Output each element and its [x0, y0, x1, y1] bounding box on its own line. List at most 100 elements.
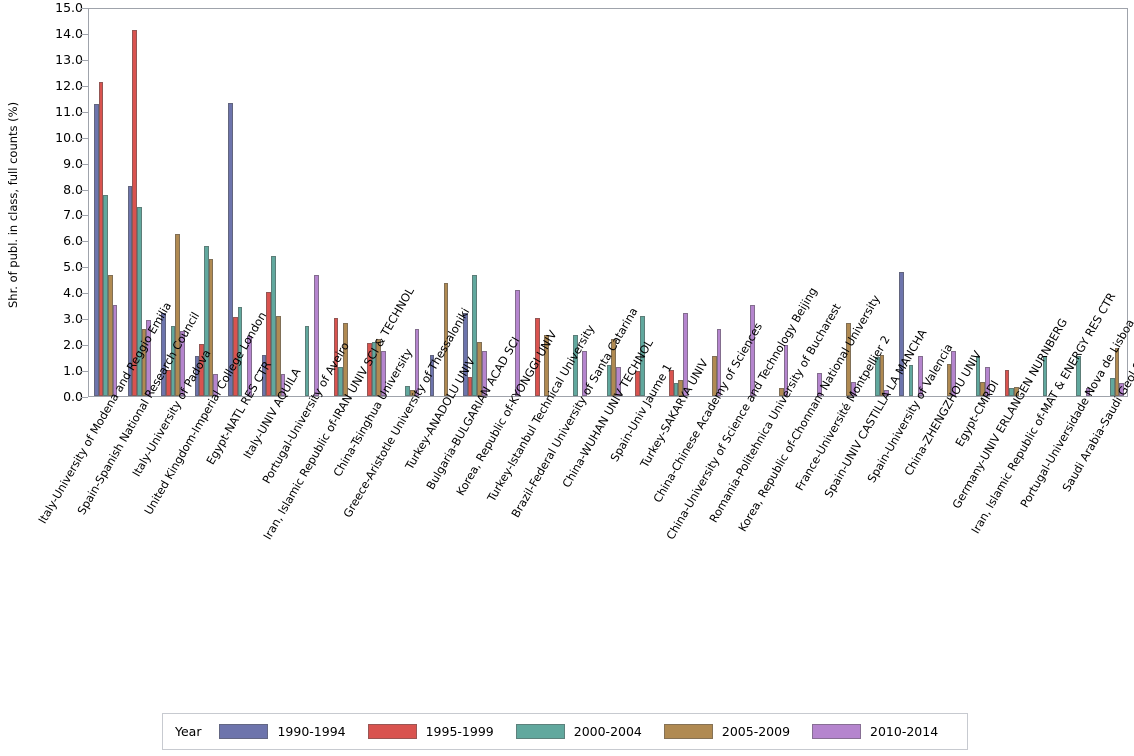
bar-group — [698, 9, 722, 396]
bar — [573, 335, 578, 396]
bar — [582, 350, 588, 396]
bar — [103, 195, 109, 396]
bar — [271, 255, 276, 396]
legend-label: 2000-2004 — [573, 724, 642, 739]
bar — [1042, 355, 1048, 396]
bar — [371, 341, 377, 396]
bar — [908, 364, 914, 396]
bar — [376, 338, 382, 396]
bar — [534, 318, 540, 396]
bar — [410, 389, 415, 396]
bar — [1119, 383, 1124, 396]
y-axis-tick-label: 1.0 — [63, 362, 83, 378]
bar — [1109, 377, 1115, 396]
bar — [338, 367, 343, 396]
bar — [817, 372, 822, 396]
bar — [429, 354, 435, 396]
y-axis-tick-mark — [81, 59, 88, 61]
bar-group — [966, 9, 990, 396]
y-axis-tick-mark — [81, 345, 88, 347]
bar — [1004, 370, 1010, 396]
bar — [515, 289, 521, 396]
legend-entries: 1990-1994 1995-1999 2000-2004 2005-2009 2010… — [219, 724, 960, 739]
y-axis-tick-mark — [81, 33, 88, 35]
y-axis-tick-mark — [81, 85, 88, 87]
bar — [463, 313, 468, 396]
y-axis-tick-label: 6.0 — [63, 233, 83, 249]
bar-group — [866, 9, 890, 396]
bar — [266, 292, 272, 396]
bar — [899, 271, 904, 396]
bar-group — [161, 9, 185, 396]
bar-group — [530, 9, 553, 396]
bar — [367, 342, 372, 396]
bar — [280, 373, 286, 396]
bar — [1009, 388, 1014, 396]
bar-group — [765, 9, 789, 396]
bar-group — [362, 9, 386, 396]
bar — [170, 325, 176, 396]
y-axis-tick-label: 2.0 — [63, 336, 83, 352]
chart-legend: Year 1990-1994 1995-1999 2000-2004 2005-200… — [162, 713, 968, 750]
legend-entry[interactable]: 2005-2009 — [663, 724, 791, 739]
bar — [683, 313, 688, 396]
bar-group — [1033, 9, 1056, 396]
bar-group — [933, 9, 957, 396]
bar — [108, 275, 113, 396]
bar-group — [799, 9, 822, 396]
bar — [1114, 348, 1120, 396]
plot-area — [88, 8, 1128, 397]
bar — [951, 350, 957, 396]
legend-entry[interactable]: 2000-2004 — [515, 724, 642, 739]
legend-color-swatch — [515, 724, 565, 739]
legend-label: 1990-1994 — [277, 724, 346, 739]
bar-group — [429, 9, 453, 396]
bar — [875, 357, 880, 396]
bar — [980, 381, 986, 396]
y-axis-tick-mark — [81, 397, 88, 398]
bar — [472, 275, 478, 396]
bar — [1085, 388, 1091, 396]
legend-entry[interactable]: 1995-1999 — [367, 724, 494, 739]
bar — [213, 373, 219, 396]
bar — [127, 185, 133, 396]
bar — [381, 350, 386, 396]
y-axis-tick-mark — [81, 241, 88, 243]
y-axis-tick-mark — [81, 267, 88, 269]
bar — [175, 233, 180, 396]
bar — [975, 355, 981, 396]
legend-entry[interactable]: 2010-2014 — [812, 724, 938, 739]
legend-color-swatch — [367, 724, 417, 739]
legend-label: 2010-2014 — [870, 724, 939, 739]
y-axis-tick-label: 12.0 — [55, 77, 83, 93]
bar — [98, 82, 104, 396]
bar — [204, 245, 209, 396]
legend-entry[interactable]: 1990-1994 — [219, 724, 346, 739]
bar — [141, 328, 147, 396]
legend-color-swatch — [663, 724, 713, 739]
bar — [779, 388, 784, 396]
y-axis-tick-label: 8.0 — [63, 181, 83, 197]
legend-title: Year — [175, 724, 202, 739]
bar — [179, 331, 185, 396]
y-axis-tick-mark — [81, 163, 88, 165]
bar-group — [261, 9, 286, 396]
y-axis-title: Shr. of publ. in class, full counts (%) — [6, 101, 20, 309]
bar-group — [631, 9, 654, 396]
bar-group — [832, 9, 856, 396]
y-axis-tick-label: 15.0 — [55, 0, 83, 15]
bar — [611, 338, 616, 396]
y-axis-tick-mark — [81, 111, 88, 113]
bar — [467, 376, 473, 396]
bar-group — [295, 9, 319, 396]
bar-group — [899, 9, 923, 396]
bar — [1076, 355, 1081, 396]
bar — [443, 283, 449, 396]
bar — [850, 381, 856, 396]
bar-group — [329, 9, 352, 396]
y-axis-tick-label: 3.0 — [63, 310, 83, 326]
legend-label: 2005-2009 — [721, 724, 791, 739]
bar-group — [731, 9, 755, 396]
bar — [673, 383, 679, 396]
